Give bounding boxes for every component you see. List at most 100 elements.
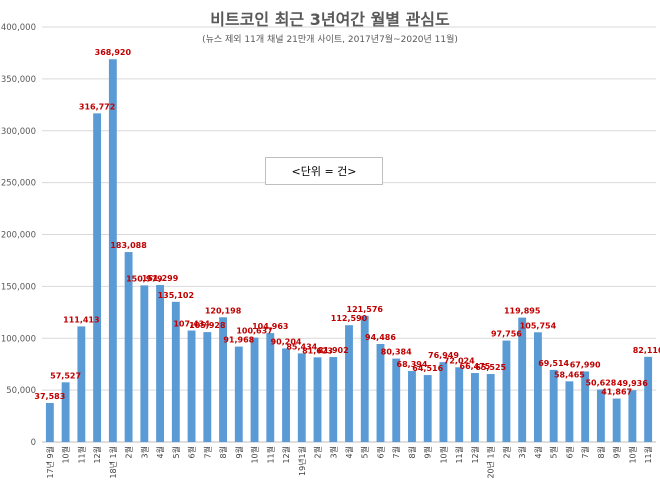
data-label: 41,867 <box>601 388 632 397</box>
bar <box>234 346 243 442</box>
x-tick-label: 9월 <box>612 446 622 458</box>
data-label: 67,990 <box>570 360 601 369</box>
data-label: 104,963 <box>252 322 288 331</box>
data-label: 58,465 <box>554 370 585 379</box>
data-label: 105,928 <box>189 321 226 330</box>
x-tick-label: 11월 <box>454 446 464 464</box>
y-tick-label: 250,000 <box>1 179 36 189</box>
x-tick-label: 8월 <box>407 446 417 458</box>
x-tick-label: 11월 <box>643 446 653 464</box>
data-label: 91,968 <box>223 336 254 345</box>
bar <box>565 381 574 442</box>
bar <box>108 59 117 443</box>
x-axis-ticks: 17년 9월 10월 11월 12월 18년 1월 2월 3월 4월 5월 6월 7월 8월 9월 10월… <box>45 446 653 479</box>
data-label: 183,088 <box>110 241 147 250</box>
bar <box>156 285 165 442</box>
data-label: 107,434 <box>173 320 210 329</box>
bar <box>518 317 527 442</box>
chart-title: 비트코인 최근 3년여간 월별 관심도 <box>210 10 450 29</box>
x-tick-label: 4월 <box>533 446 543 458</box>
bar <box>313 357 322 442</box>
bar <box>297 353 306 442</box>
x-tick-label: 3월 <box>139 446 149 458</box>
bar <box>408 371 416 442</box>
data-label: 90,204 <box>271 337 302 346</box>
x-tick-label: 10월 <box>61 446 71 464</box>
bar <box>471 373 479 442</box>
bar <box>93 113 102 442</box>
x-tick-label: 5월 <box>549 446 559 458</box>
data-label: 80,384 <box>381 348 412 357</box>
bar <box>203 332 212 442</box>
bar <box>187 330 196 442</box>
bar <box>45 403 54 442</box>
x-tick-label: 9월 <box>423 446 433 458</box>
x-tick-label: 10월 <box>627 446 637 464</box>
bar <box>77 326 86 442</box>
data-label: 72,024 <box>444 356 475 365</box>
x-tick-label: 20년 1월 <box>486 446 496 479</box>
x-tick-label: 11월 <box>76 446 86 464</box>
x-tick-label: 9월 <box>234 446 244 458</box>
y-tick-label: 150,000 <box>1 282 36 292</box>
bar <box>628 390 637 442</box>
data-label: 76,949 <box>428 351 459 360</box>
x-tick-label: 2월 <box>501 446 511 458</box>
x-tick-label: 6월 <box>187 446 197 458</box>
bar <box>140 285 149 442</box>
x-tick-label: 3월 <box>328 446 338 458</box>
y-tick-label: 300,000 <box>1 127 36 137</box>
y-axis-ticks: 0 50,000 100,000 150,000 200,000 250,000 300,0… <box>1 23 36 448</box>
x-tick-label: 3월 <box>517 446 527 458</box>
bar <box>360 315 369 442</box>
bar <box>549 369 558 442</box>
x-tick-label: 17년 9월 <box>45 446 55 479</box>
x-tick-label: 8월 <box>596 446 606 458</box>
bar <box>61 382 70 442</box>
x-tick-label: 4월 <box>155 446 165 458</box>
x-tick-label: 5월 <box>171 446 181 458</box>
data-label: 119,895 <box>504 307 541 316</box>
x-tick-label: 12월 <box>92 446 102 464</box>
y-tick-label: 0 <box>31 438 36 448</box>
x-tick-label: 10월 <box>438 446 448 464</box>
bar <box>376 343 385 442</box>
x-tick-label: 10월 <box>250 446 260 464</box>
bar <box>596 389 605 442</box>
y-tick-label: 100,000 <box>1 334 36 344</box>
data-label: 69,514 <box>538 359 569 368</box>
data-label: 65,525 <box>475 363 506 372</box>
data-label: 81,902 <box>318 346 349 355</box>
x-tick-label: 11월 <box>265 446 275 464</box>
bar <box>612 398 621 442</box>
data-label: 57,527 <box>50 371 81 380</box>
bar <box>171 301 180 442</box>
bar <box>250 337 259 442</box>
data-label: 135,102 <box>158 291 194 300</box>
data-label: 82,110 <box>633 346 660 355</box>
data-label: 316,772 <box>79 102 115 111</box>
bar <box>282 348 290 442</box>
data-label: 85,434 <box>286 342 317 351</box>
data-label: 81,623 <box>302 346 333 355</box>
unit-note: <단위 = 건> <box>265 157 383 185</box>
bar <box>455 367 464 442</box>
data-label: 120,198 <box>205 306 242 315</box>
bar <box>533 332 542 442</box>
chart-subtitle: (뉴스 제외 11개 채널 21만개 사이트, 2017년7월~2020년 11… <box>202 35 458 45</box>
bar <box>581 371 590 442</box>
data-label: 121,576 <box>347 305 384 314</box>
data-label: 50,628 <box>585 378 616 387</box>
data-label: 66,475 <box>460 362 491 371</box>
bar <box>266 333 275 442</box>
data-label: 100,637 <box>236 327 272 336</box>
data-labels: 37,583 57,527 111,413 316,772 368,920 183,088… <box>34 48 660 401</box>
x-tick-label: 6월 <box>564 446 574 458</box>
y-tick-label: 400,000 <box>1 23 36 33</box>
data-label: 368,920 <box>95 48 132 57</box>
x-tick-label: 2월 <box>124 446 134 458</box>
data-label: 64,516 <box>412 364 443 373</box>
bar <box>219 317 227 442</box>
data-label: 112,590 <box>331 314 368 323</box>
